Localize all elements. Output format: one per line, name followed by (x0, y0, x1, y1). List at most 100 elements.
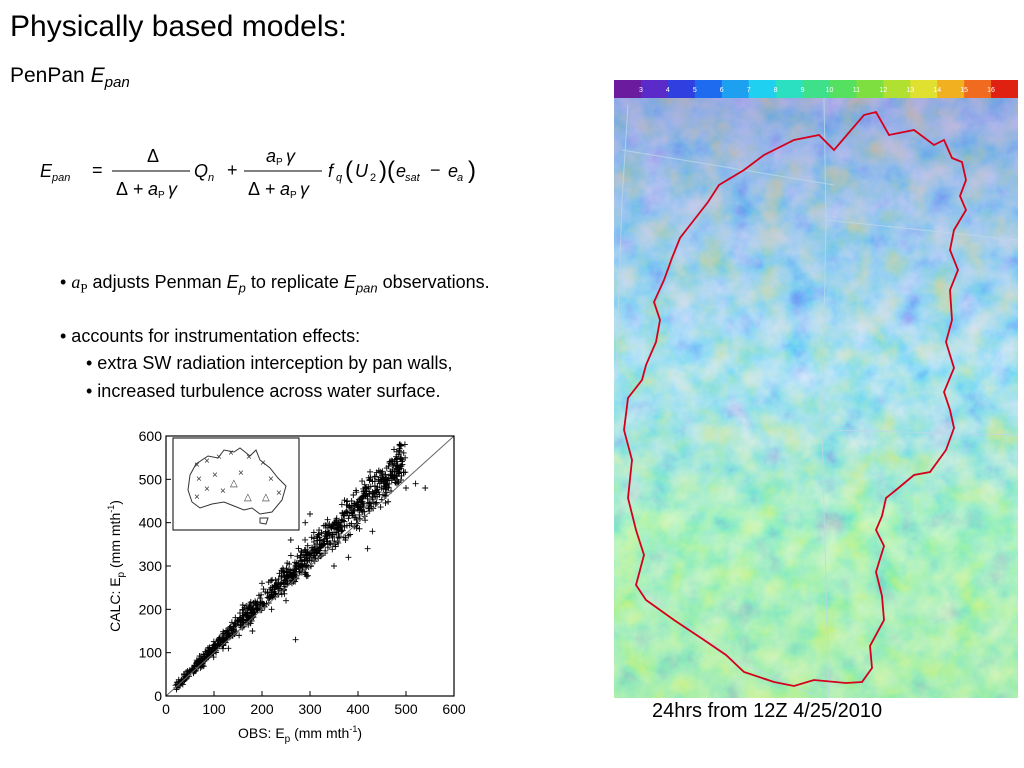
scatter-point (339, 517, 346, 524)
scatter-point (240, 607, 247, 614)
svg-text:γ: γ (168, 179, 178, 199)
slide-subtitle: PenPan Epan (10, 64, 130, 92)
scatter-point (181, 677, 188, 684)
scatter-point (210, 654, 217, 661)
x-tick-label: 500 (394, 701, 418, 717)
scatter-point (308, 534, 315, 541)
scatter-point (388, 457, 395, 464)
scatter-point (367, 500, 374, 507)
svg-text:n: n (208, 172, 214, 184)
scatter-point (347, 531, 354, 538)
scatter-point (277, 585, 284, 592)
scatter-point (372, 493, 379, 500)
slide-title: Physically based models: (10, 10, 347, 43)
colorbar-segment (829, 80, 857, 98)
x-tick-label: 0 (162, 701, 170, 717)
scatter-point (397, 456, 404, 463)
scatter-point (304, 549, 311, 556)
scatter-point (307, 511, 313, 517)
scatter-point (412, 480, 419, 487)
scatter-point (331, 531, 338, 538)
inset-station-x: × (246, 452, 252, 463)
scatter-point (345, 554, 352, 561)
scatter-point (322, 528, 329, 535)
scatter-point (356, 511, 363, 518)
scatter-point (403, 485, 409, 491)
colorbar-tick-label: 14 (933, 87, 941, 94)
scatter-point (264, 594, 271, 601)
bullet-turbulence: • increased turbulence across water surf… (86, 381, 441, 401)
scatter-point (364, 545, 371, 552)
inset-station-x: × (260, 458, 266, 469)
scatter-point (375, 489, 382, 496)
scatter-point (268, 606, 275, 613)
colorbar-tick-label: 6 (720, 87, 724, 94)
scatter-point (244, 605, 251, 612)
svg-text:γ: γ (286, 146, 296, 166)
x-tick-label: 400 (346, 701, 370, 717)
scatter-point (366, 476, 373, 483)
scatter-point (214, 643, 221, 650)
svg-text:P: P (158, 190, 165, 201)
scatter-point (310, 529, 317, 536)
formula-Q: Q (194, 161, 208, 181)
colorbar-tick-label: 5 (693, 87, 697, 94)
colorbar-segment (802, 80, 830, 98)
svg-text:+: + (133, 179, 144, 199)
colorbar-tick-label: 11 (853, 87, 860, 94)
scatter-point (232, 614, 239, 621)
scatter-point (283, 597, 289, 604)
svg-text:sat: sat (405, 172, 421, 184)
colorbar-segment (640, 80, 669, 98)
scatter-point (300, 563, 307, 570)
scatter-point (317, 537, 324, 544)
colorbar-tick-label: 16 (987, 87, 995, 94)
scatter-points (172, 441, 429, 693)
svg-text:(: ( (345, 157, 353, 184)
scatter-point (393, 458, 400, 465)
scatter-point (389, 472, 396, 479)
scatter-point (220, 628, 227, 635)
scatter-point (359, 494, 366, 501)
scatter-point (398, 465, 405, 472)
scatter-point (258, 591, 265, 598)
scatter-point (324, 516, 331, 523)
formula-frac1-num: Δ (147, 146, 159, 166)
scatter-point (259, 580, 265, 587)
scatter-point (397, 443, 404, 450)
scatter-point (269, 576, 276, 583)
scatter-point (365, 502, 372, 509)
scatter-point (382, 482, 389, 489)
scatter-point (343, 522, 350, 529)
scatter-point (392, 479, 399, 486)
scatter-point (396, 447, 403, 454)
y-axis-label: CALC: Ep (mm mth-1) (106, 500, 127, 632)
colorbar-tick-label: 7 (747, 87, 751, 94)
scatter-point (247, 606, 254, 613)
y-tick-label: 500 (139, 471, 163, 487)
svg-text:Δ: Δ (248, 179, 260, 199)
inset-station-triangle: △ (262, 492, 270, 503)
scatter-point (281, 574, 288, 581)
svg-text:U: U (355, 161, 369, 181)
colorbar-segment (614, 80, 642, 98)
scatter-point (173, 679, 180, 686)
scatter-point (292, 636, 299, 643)
colorbar-tick-label: 8 (774, 87, 778, 94)
scatter-point (276, 570, 283, 577)
scatter-point (374, 483, 381, 490)
inset-station-x: × (196, 474, 202, 485)
colorbar: 3 4 5 6 7 8 9 10 11 12 13 14 15 16 (614, 80, 1019, 98)
scatter-point (225, 645, 232, 652)
scatter-point (363, 488, 370, 495)
scatter-point (313, 541, 320, 548)
colorbar-tick-label: 9 (801, 87, 805, 94)
scatter-point (287, 552, 294, 559)
scatter-point (304, 542, 311, 549)
bullet-ap-adjusts: • aP adjusts Penman Ep to replicate Epan… (60, 272, 490, 296)
scatter-point (207, 647, 214, 654)
scatter-point (349, 512, 356, 519)
scatter-point (338, 528, 345, 535)
basin-border (623, 110, 968, 687)
scatter-point (236, 610, 243, 617)
